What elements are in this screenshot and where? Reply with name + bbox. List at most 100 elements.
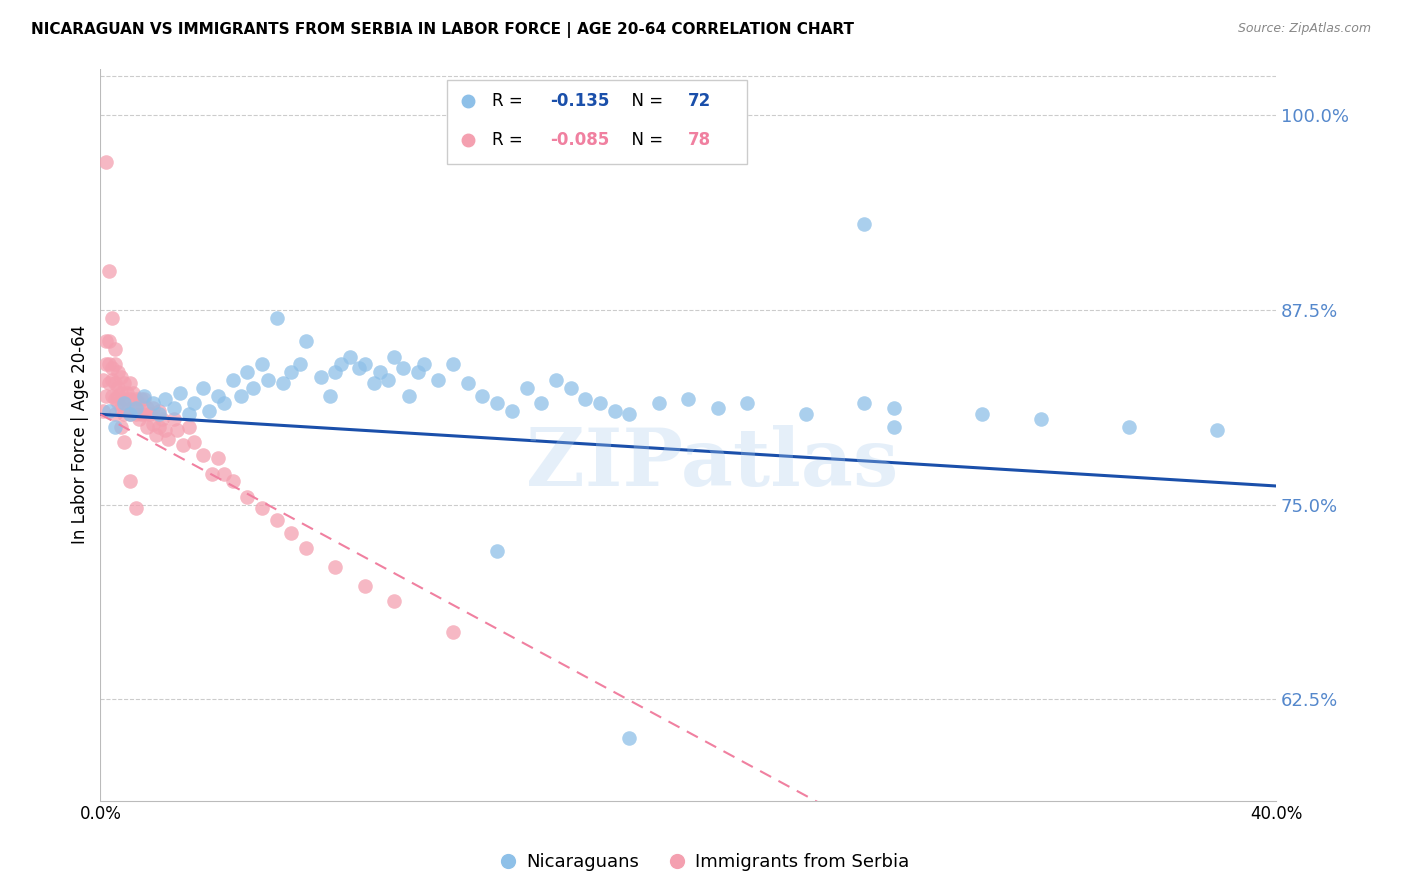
- Point: [134, 389, 156, 403]
- Point: [589, 396, 612, 410]
- Text: NICARAGUAN VS IMMIGRANTS FROM SERBIA IN LABOR FORCE | AGE 20-64 CORRELATION CHAR: NICARAGUAN VS IMMIGRANTS FROM SERBIA IN …: [31, 22, 853, 38]
- Point: [970, 407, 993, 421]
- Point: [250, 500, 273, 515]
- Point: [115, 401, 138, 415]
- Point: [124, 407, 146, 421]
- Point: [121, 401, 143, 415]
- Text: R =: R =: [492, 130, 527, 149]
- Point: [290, 358, 312, 372]
- Point: [112, 392, 135, 406]
- Point: [107, 365, 129, 379]
- Point: [101, 360, 124, 375]
- Point: [325, 560, 347, 574]
- Point: [128, 396, 150, 410]
- Point: [427, 373, 450, 387]
- Point: [172, 438, 194, 452]
- Point: [242, 381, 264, 395]
- Point: [169, 385, 191, 400]
- Point: [221, 475, 243, 489]
- Point: [131, 407, 153, 421]
- Point: [134, 392, 156, 406]
- Point: [142, 401, 165, 415]
- Point: [128, 412, 150, 426]
- Point: [339, 350, 361, 364]
- Point: [231, 389, 253, 403]
- Point: [457, 376, 479, 391]
- Point: [148, 404, 170, 418]
- Point: [148, 419, 170, 434]
- Point: [110, 401, 132, 415]
- Point: [156, 432, 179, 446]
- Point: [853, 217, 876, 231]
- Point: [212, 396, 235, 410]
- Point: [398, 389, 420, 403]
- Point: [112, 435, 135, 450]
- Text: 78: 78: [688, 130, 711, 149]
- Point: [153, 423, 176, 437]
- Point: [104, 392, 127, 406]
- Point: [183, 435, 205, 450]
- Point: [295, 541, 318, 556]
- Point: [382, 350, 405, 364]
- Point: [648, 396, 671, 410]
- Point: [486, 396, 509, 410]
- Point: [406, 365, 429, 379]
- Point: [134, 407, 156, 421]
- Point: [257, 373, 280, 387]
- Point: [309, 370, 332, 384]
- Point: [148, 407, 170, 421]
- Point: [1118, 419, 1140, 434]
- Point: [124, 500, 146, 515]
- Point: [325, 365, 347, 379]
- Point: [883, 419, 905, 434]
- Point: [250, 358, 273, 372]
- Point: [177, 419, 200, 434]
- Y-axis label: In Labor Force | Age 20-64: In Labor Force | Age 20-64: [72, 325, 89, 544]
- Point: [201, 467, 224, 481]
- Point: [124, 392, 146, 406]
- Point: [131, 392, 153, 406]
- Text: -0.085: -0.085: [551, 130, 610, 149]
- Point: [236, 490, 259, 504]
- Point: [1029, 412, 1052, 426]
- Point: [98, 376, 121, 391]
- Point: [221, 373, 243, 387]
- Point: [347, 360, 370, 375]
- Point: [198, 404, 221, 418]
- Point: [183, 396, 205, 410]
- Point: [101, 310, 124, 325]
- Point: [104, 407, 127, 421]
- Point: [207, 450, 229, 465]
- Point: [363, 376, 385, 391]
- Text: Source: ZipAtlas.com: Source: ZipAtlas.com: [1237, 22, 1371, 36]
- Point: [883, 401, 905, 415]
- Text: N =: N =: [621, 130, 668, 149]
- Point: [112, 396, 135, 410]
- Point: [96, 358, 118, 372]
- Point: [142, 396, 165, 410]
- Point: [139, 407, 162, 421]
- Point: [98, 264, 121, 278]
- Point: [101, 373, 124, 387]
- Point: [207, 389, 229, 403]
- Point: [368, 365, 391, 379]
- Point: [118, 376, 141, 391]
- Point: [163, 412, 186, 426]
- Text: N =: N =: [621, 93, 668, 111]
- Point: [96, 389, 118, 403]
- Point: [236, 365, 259, 379]
- Point: [118, 407, 141, 421]
- Point: [104, 419, 127, 434]
- Point: [96, 155, 118, 169]
- Point: [330, 358, 353, 372]
- Point: [392, 360, 415, 375]
- Point: [193, 448, 215, 462]
- Point: [104, 376, 127, 391]
- Point: [603, 404, 626, 418]
- Point: [544, 373, 567, 387]
- Point: [98, 358, 121, 372]
- Point: [153, 392, 176, 406]
- Point: [382, 594, 405, 608]
- Point: [266, 310, 288, 325]
- Bar: [447, 79, 747, 164]
